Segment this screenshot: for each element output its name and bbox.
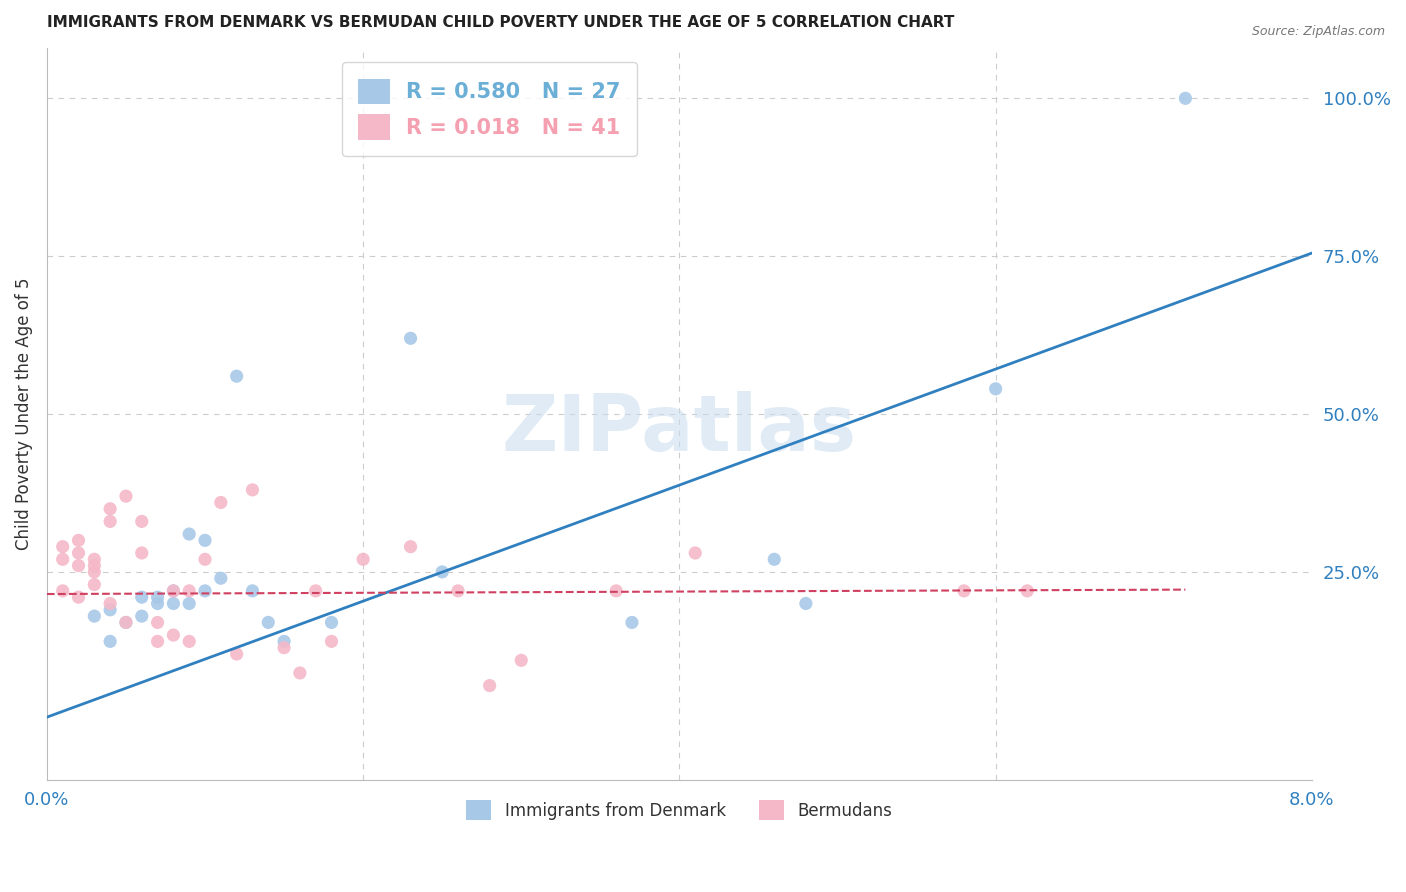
Point — [52, 552, 75, 566]
Point — [67, 533, 90, 548]
Point — [179, 634, 201, 648]
Point — [98, 515, 121, 529]
Point — [67, 590, 90, 604]
Point — [131, 546, 153, 560]
Point — [273, 640, 295, 655]
Point — [131, 515, 153, 529]
Text: Source: ZipAtlas.com: Source: ZipAtlas.com — [1251, 25, 1385, 38]
Point — [683, 546, 706, 560]
Point — [146, 590, 169, 604]
Point — [257, 615, 280, 630]
Point — [194, 533, 217, 548]
Point — [179, 527, 201, 541]
Point — [146, 634, 169, 648]
Point — [399, 331, 422, 345]
Point — [179, 597, 201, 611]
Point — [115, 615, 138, 630]
Point — [131, 590, 153, 604]
Point — [1174, 91, 1197, 105]
Point — [225, 369, 247, 384]
Point — [194, 583, 217, 598]
Point — [146, 615, 169, 630]
Point — [321, 634, 343, 648]
Text: IMMIGRANTS FROM DENMARK VS BERMUDAN CHILD POVERTY UNDER THE AGE OF 5 CORRELATION: IMMIGRANTS FROM DENMARK VS BERMUDAN CHIL… — [46, 15, 955, 30]
Point — [83, 565, 105, 579]
Point — [52, 583, 75, 598]
Point — [83, 552, 105, 566]
Point — [179, 583, 201, 598]
Point — [209, 495, 232, 509]
Point — [763, 552, 786, 566]
Point — [225, 647, 247, 661]
Point — [242, 583, 264, 598]
Point — [131, 609, 153, 624]
Point — [620, 615, 643, 630]
Point — [478, 679, 501, 693]
Point — [98, 597, 121, 611]
Point — [432, 565, 454, 579]
Point — [273, 634, 295, 648]
Point — [98, 603, 121, 617]
Point — [83, 558, 105, 573]
Point — [115, 615, 138, 630]
Point — [288, 665, 311, 680]
Y-axis label: Child Poverty Under the Age of 5: Child Poverty Under the Age of 5 — [15, 277, 32, 550]
Point — [605, 583, 627, 598]
Point — [1017, 583, 1039, 598]
Point — [98, 501, 121, 516]
Point — [194, 552, 217, 566]
Point — [352, 552, 374, 566]
Point — [305, 583, 328, 598]
Point — [447, 583, 470, 598]
Point — [83, 577, 105, 591]
Point — [510, 653, 533, 667]
Point — [146, 597, 169, 611]
Point — [52, 540, 75, 554]
Point — [98, 634, 121, 648]
Point — [115, 489, 138, 503]
Point — [162, 583, 184, 598]
Point — [399, 540, 422, 554]
Point — [83, 609, 105, 624]
Point — [67, 558, 90, 573]
Point — [321, 615, 343, 630]
Point — [162, 628, 184, 642]
Point — [242, 483, 264, 497]
Point — [162, 597, 184, 611]
Point — [794, 597, 817, 611]
Point — [984, 382, 1007, 396]
Point — [953, 583, 976, 598]
Point — [162, 583, 184, 598]
Legend: Immigrants from Denmark, Bermudans: Immigrants from Denmark, Bermudans — [460, 793, 898, 827]
Text: ZIPatlas: ZIPatlas — [502, 391, 856, 467]
Point — [209, 571, 232, 585]
Point — [67, 546, 90, 560]
